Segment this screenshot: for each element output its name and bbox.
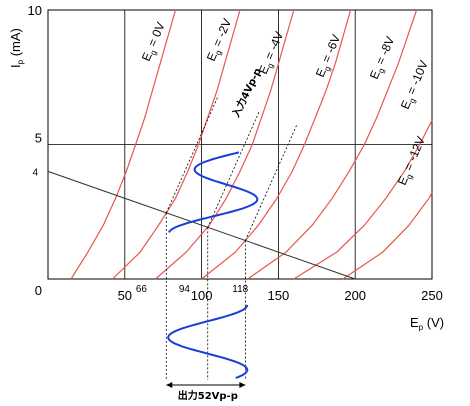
- output-arrow-head-right: [239, 382, 246, 388]
- y-tick-label-0: 0: [35, 283, 42, 298]
- x-mark-label-118: 118: [232, 284, 248, 295]
- operating-guides: [165, 97, 297, 380]
- curve-label-minus-4v: Eg = -4V: [256, 29, 288, 77]
- guide-diagonal-1: [207, 111, 260, 228]
- load-line-segment: [47, 170, 356, 280]
- x-mark-label-66: 66: [136, 284, 148, 295]
- input-label: 入力4Vp-p: [229, 66, 264, 119]
- curve-label-minus-12v: Eg = -12V: [395, 134, 430, 188]
- load-line: [47, 170, 356, 280]
- curve-eg-minus-10v: [293, 120, 433, 280]
- x-tick-label-200: 200: [344, 288, 366, 303]
- y-axis-label: Ip (mA): [8, 28, 25, 68]
- x-tick-label-50: 50: [118, 288, 132, 303]
- x-tick-label-250: 250: [421, 288, 443, 303]
- y-mark-label-4: 4: [32, 167, 38, 178]
- curve-label-0v: Eg = 0V: [139, 20, 170, 64]
- y-tick-label-5: 5: [35, 131, 42, 146]
- curve-eg-minus-8v: [247, 9, 418, 280]
- guide-diagonal-2: [245, 125, 297, 241]
- curve-label-minus-10v: Eg = -10V: [398, 58, 433, 112]
- curve-eg-minus-6v: [201, 9, 352, 280]
- output-arrow-head-left: [166, 382, 173, 388]
- curve-eg-minus-2v: [112, 9, 241, 280]
- output-label: 出力52Vp-p: [178, 389, 238, 402]
- x-mark-label-94: 94: [179, 284, 191, 295]
- curve-eg-minus-12v: [342, 192, 433, 280]
- signal-waves: [166, 151, 259, 388]
- curve-label-minus-6v: Eg = -6V: [313, 32, 345, 80]
- x-tick-label-150: 150: [268, 288, 290, 303]
- x-axis-label: Ep (V): [410, 315, 444, 332]
- y-tick-label-10: 10: [28, 3, 42, 18]
- curve-eg-0v: [70, 9, 177, 280]
- x-tick-label-100: 100: [191, 288, 213, 303]
- output-wave: [167, 304, 249, 379]
- curve-eg-minus-4v: [155, 9, 295, 280]
- guide-diagonal-0: [165, 97, 218, 213]
- input-wave: [168, 151, 259, 233]
- plate-curves: [70, 9, 433, 280]
